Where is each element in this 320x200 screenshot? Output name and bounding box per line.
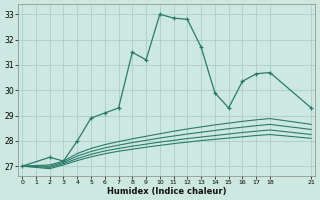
X-axis label: Humidex (Indice chaleur): Humidex (Indice chaleur) (107, 187, 227, 196)
